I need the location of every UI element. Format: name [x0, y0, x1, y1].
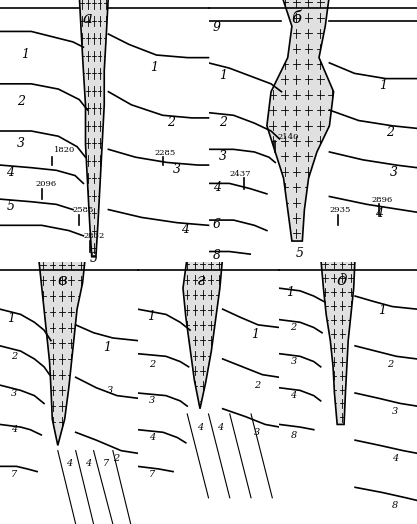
Text: 2: 2	[387, 360, 393, 369]
Text: 2096: 2096	[35, 180, 57, 188]
Text: 1: 1	[7, 312, 15, 325]
Text: 2: 2	[290, 323, 296, 332]
Text: 4: 4	[181, 223, 189, 236]
Text: в: в	[57, 272, 67, 289]
Text: 4: 4	[375, 208, 383, 221]
Text: 3: 3	[290, 357, 296, 366]
Text: 2896: 2896	[371, 196, 392, 204]
Polygon shape	[267, 0, 334, 241]
Text: 3: 3	[11, 389, 17, 398]
Polygon shape	[79, 0, 108, 257]
Polygon shape	[38, 257, 85, 445]
Polygon shape	[183, 257, 223, 409]
Text: 1: 1	[219, 69, 227, 82]
Text: 5: 5	[90, 252, 98, 265]
Text: 3: 3	[107, 386, 113, 395]
Text: 1: 1	[379, 304, 387, 318]
Text: 9: 9	[213, 21, 221, 35]
Text: 7: 7	[11, 470, 17, 479]
Text: 8: 8	[290, 431, 296, 440]
Text: 7: 7	[103, 460, 109, 468]
Text: 1: 1	[251, 328, 259, 341]
Text: 4: 4	[197, 423, 203, 432]
Text: а: а	[83, 10, 93, 27]
Text: 3: 3	[219, 150, 227, 163]
Text: 2: 2	[167, 116, 175, 129]
Text: 2: 2	[11, 352, 17, 361]
Text: 2: 2	[17, 95, 25, 108]
Text: 8: 8	[213, 249, 221, 263]
Text: 7: 7	[149, 470, 155, 479]
Text: 4: 4	[213, 181, 221, 194]
Text: 4: 4	[6, 166, 14, 179]
Text: 1: 1	[103, 341, 111, 354]
Text: б: б	[291, 10, 301, 27]
Text: 3: 3	[17, 137, 25, 150]
Text: 1: 1	[286, 286, 294, 299]
Text: 1820: 1820	[54, 146, 75, 154]
Text: 1: 1	[379, 79, 387, 92]
Text: 2832: 2832	[83, 233, 105, 241]
Text: г: г	[197, 272, 206, 289]
Text: 2437: 2437	[229, 170, 251, 178]
Text: 8: 8	[392, 501, 399, 510]
Text: 4: 4	[85, 460, 92, 468]
Text: 2: 2	[254, 381, 260, 390]
Text: 1: 1	[21, 48, 29, 61]
Text: 2285: 2285	[154, 149, 176, 157]
Text: д: д	[336, 272, 347, 289]
Text: 3: 3	[173, 163, 181, 176]
Text: 6: 6	[213, 218, 221, 231]
Text: 2: 2	[219, 116, 227, 129]
Text: 4: 4	[11, 425, 17, 434]
Text: 4: 4	[217, 423, 223, 432]
Text: 4: 4	[290, 391, 296, 400]
Text: 2140: 2140	[277, 133, 299, 141]
Text: 4: 4	[66, 460, 72, 468]
Text: 5: 5	[296, 247, 304, 260]
Text: 3: 3	[254, 428, 260, 437]
Text: 3: 3	[390, 166, 398, 179]
Text: 2: 2	[149, 360, 155, 369]
Text: 1: 1	[148, 310, 156, 323]
Text: 3: 3	[149, 397, 155, 406]
Text: 2: 2	[386, 126, 394, 139]
Text: 4: 4	[392, 454, 399, 463]
Polygon shape	[321, 257, 355, 424]
Text: 2: 2	[113, 454, 119, 463]
Text: 4: 4	[149, 433, 155, 442]
Text: 3: 3	[392, 407, 399, 416]
Text: 1: 1	[150, 61, 158, 74]
Text: 2935: 2935	[329, 206, 351, 214]
Text: 5: 5	[6, 200, 14, 213]
Text: 2585: 2585	[73, 206, 94, 214]
